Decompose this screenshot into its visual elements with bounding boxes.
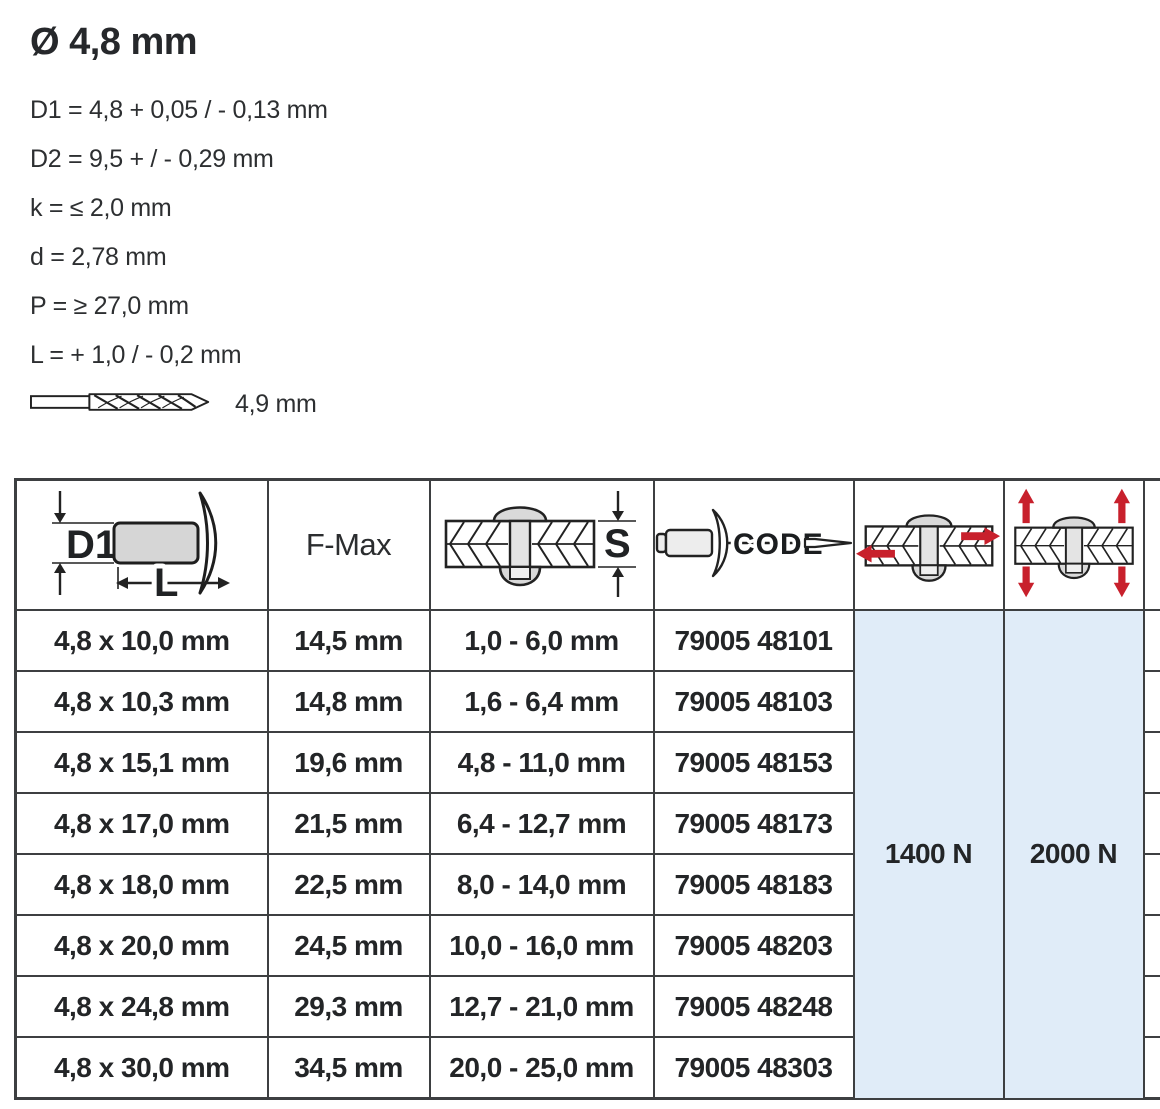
code-cell: 79005 48203 xyxy=(652,914,855,977)
drill-bit-icon xyxy=(30,387,215,422)
page-title: Ø 4,8 mm xyxy=(30,21,198,63)
fmax-cell: 21,5 mm xyxy=(266,792,431,855)
cutoff-cell xyxy=(1142,792,1160,855)
table-row: 4,8 x 30,0 mm 34,5 mm 20,0 - 25,0 mm 790… xyxy=(14,1036,1160,1100)
size-cell: 4,8 x 20,0 mm xyxy=(14,914,269,977)
grip-range-icon: S xyxy=(442,490,642,603)
s-dimension-label: S xyxy=(604,522,631,566)
code-cell: 79005 48303 xyxy=(652,1036,855,1100)
grip-cell: 4,8 - 11,0 mm xyxy=(428,731,655,794)
header-tensile-strength xyxy=(1002,478,1145,611)
size-cell: 4,8 x 17,0 mm xyxy=(14,792,269,855)
grip-cell: 1,6 - 6,4 mm xyxy=(428,670,655,733)
fmax-cell: 14,8 mm xyxy=(266,670,431,733)
spec-line-k: k = ≤ 2,0 mm xyxy=(30,194,172,222)
cutoff-cell xyxy=(1142,609,1160,672)
table-row: 4,8 x 20,0 mm 24,5 mm 10,0 - 16,0 mm 790… xyxy=(14,914,1160,977)
cutoff-cell xyxy=(1142,914,1160,977)
drill-diameter-value: 4,9 mm xyxy=(235,389,317,418)
spec-line-d1: D1 = 4,8 + 0,05 / - 0,13 mm xyxy=(30,96,328,124)
header-code: CODE xyxy=(652,478,855,611)
fmax-cell: 22,5 mm xyxy=(266,853,431,916)
shear-strength-value: 1400 N xyxy=(852,609,1005,1100)
table-row: 4,8 x 10,0 mm 14,5 mm 1,0 - 6,0 mm 79005… xyxy=(14,609,1160,1100)
fmax-cell: 29,3 mm xyxy=(266,975,431,1038)
spec-line-p: P = ≥ 27,0 mm xyxy=(30,292,189,320)
table-row: 4,8 x 18,0 mm 22,5 mm 8,0 - 14,0 mm 7900… xyxy=(14,853,1160,916)
code-cell: 79005 48173 xyxy=(652,792,855,855)
d1-dimension-label: D1 xyxy=(66,523,117,567)
fmax-cell: 14,5 mm xyxy=(266,609,431,672)
tensile-strength-value: 2000 N xyxy=(1002,609,1145,1100)
rivet-spec-table: D1 L F-Max xyxy=(14,478,1160,1100)
table-row: 4,8 x 15,1 mm 19,6 mm 4,8 - 11,0 mm 7900… xyxy=(14,731,1160,794)
code-cell: 79005 48153 xyxy=(652,731,855,794)
code-cell: 79005 48103 xyxy=(652,670,855,733)
code-icon: CODE xyxy=(655,508,852,583)
table-row: 4,8 x 10,3 mm 14,8 mm 1,6 - 6,4 mm 79005… xyxy=(14,670,1160,733)
code-cell: 79005 48101 xyxy=(652,609,855,672)
fmax-cell: 24,5 mm xyxy=(266,914,431,977)
grip-cell: 8,0 - 14,0 mm xyxy=(428,853,655,916)
grip-cell: 1,0 - 6,0 mm xyxy=(428,609,655,672)
size-cell: 4,8 x 18,0 mm xyxy=(14,853,269,916)
cutoff-cell xyxy=(1142,975,1160,1038)
shear-strength-icon xyxy=(855,513,1002,601)
code-cell: 79005 48248 xyxy=(652,975,855,1038)
table-header-row: D1 L F-Max xyxy=(14,478,1160,611)
table-row: 4,8 x 24,8 mm 29,3 mm 12,7 - 21,0 mm 790… xyxy=(14,975,1160,1038)
header-shear-strength xyxy=(852,478,1005,611)
tensile-strength-icon xyxy=(1006,488,1142,603)
size-cell: 4,8 x 15,1 mm xyxy=(14,731,269,794)
drill-size-row: 4,9 mm xyxy=(30,387,328,421)
grip-cell: 10,0 - 16,0 mm xyxy=(428,914,655,977)
size-cell: 4,8 x 10,3 mm xyxy=(14,670,269,733)
header-grip-range: S xyxy=(428,478,655,611)
table-row: 4,8 x 17,0 mm 21,5 mm 6,4 - 12,7 mm 7900… xyxy=(14,792,1160,855)
grip-cell: 12,7 - 21,0 mm xyxy=(428,975,655,1038)
size-cell: 4,8 x 10,0 mm xyxy=(14,609,269,672)
spec-line-l: L = + 1,0 / - 0,2 mm xyxy=(30,341,242,369)
cutoff-cell xyxy=(1142,853,1160,916)
header-cutoff-column xyxy=(1142,478,1160,611)
spec-line-d: d = 2,78 mm xyxy=(30,243,167,271)
cutoff-cell xyxy=(1142,670,1160,733)
cutoff-cell xyxy=(1142,731,1160,794)
size-cell: 4,8 x 24,8 mm xyxy=(14,975,269,1038)
fmax-cell: 34,5 mm xyxy=(266,1036,431,1100)
l-dimension-label: L xyxy=(154,561,178,603)
spec-block: Ø 4,8 mm D1 = 4,8 + 0,05 / - 0,13 mm D2 … xyxy=(30,20,328,421)
header-fmax: F-Max xyxy=(266,478,431,611)
rivet-dimensions-icon: D1 L xyxy=(22,490,262,608)
header-rivet-dimensions: D1 L xyxy=(14,478,269,611)
size-cell: 4,8 x 30,0 mm xyxy=(14,1036,269,1100)
fmax-cell: 19,6 mm xyxy=(266,731,431,794)
cutoff-cell xyxy=(1142,1036,1160,1100)
grip-cell: 6,4 - 12,7 mm xyxy=(428,792,655,855)
grip-cell: 20,0 - 25,0 mm xyxy=(428,1036,655,1100)
spec-line-d2: D2 = 9,5 + / - 0,29 mm xyxy=(30,145,274,173)
code-cell: 79005 48183 xyxy=(652,853,855,916)
